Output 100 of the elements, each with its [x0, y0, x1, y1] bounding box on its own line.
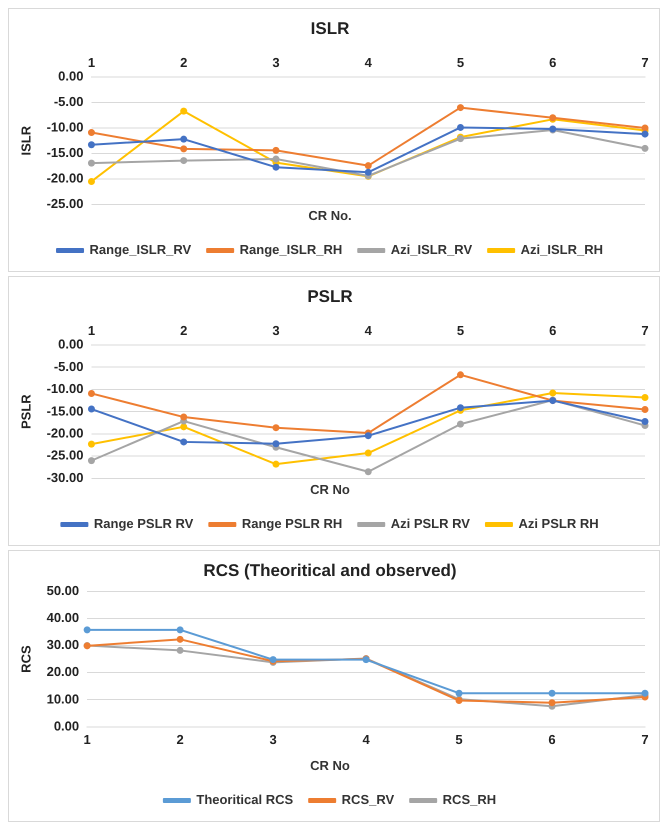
x-tick-label: 2: [180, 322, 188, 338]
y-tick-label: -30.00: [46, 470, 84, 485]
x-tick-label: 4: [364, 322, 373, 338]
point: [642, 124, 648, 132]
point: [180, 145, 188, 152]
x-axis-title: CR No.: [308, 208, 352, 223]
point: [456, 371, 464, 378]
legend-label: Azi_ISLR_RV: [390, 242, 472, 258]
point: [456, 690, 463, 697]
point: [180, 438, 188, 446]
point: [272, 440, 280, 448]
x-tick-label: 2: [176, 732, 184, 748]
x-tick-label: 4: [362, 732, 370, 748]
point: [364, 168, 372, 176]
x-tick-label: 4: [364, 54, 373, 70]
legend-label: Range_ISLR_RH: [240, 242, 342, 258]
x-tick-label: 6: [548, 732, 556, 748]
point: [456, 124, 464, 131]
y-tick-label: -5.00: [54, 94, 84, 110]
point: [84, 626, 91, 634]
legend-label: Theoritical RCS: [196, 792, 294, 808]
point: [548, 690, 556, 697]
point: [642, 418, 648, 425]
legend-label: Range_ISLR_RV: [90, 242, 192, 258]
legend-label: RCS_RH: [442, 792, 496, 808]
point: [642, 130, 648, 138]
y-axis-title: PSLR: [18, 394, 34, 430]
y-tick-label: 0.00: [58, 68, 84, 84]
y-tick-label: 50.00: [46, 582, 80, 598]
point: [456, 420, 464, 428]
y-axis-title: RCS: [18, 645, 34, 673]
y-tick-label: -25.00: [46, 448, 84, 463]
y-tick-label: 40.00: [46, 610, 80, 626]
legend-label: Azi PSLR RV: [390, 516, 470, 532]
point: [88, 178, 95, 185]
chart-title: ISLR: [310, 18, 350, 38]
point: [88, 390, 95, 397]
point: [272, 146, 280, 154]
y-axis-title: ISLR: [18, 125, 34, 156]
x-tick-label: 2: [180, 54, 188, 70]
x-tick-label: 5: [456, 54, 464, 70]
point: [180, 157, 188, 164]
legend-label: Range PSLR RH: [242, 516, 342, 532]
x-tick-label: 6: [549, 322, 556, 338]
point: [642, 406, 648, 413]
y-tick-label: -15.00: [46, 403, 84, 418]
point: [176, 636, 184, 643]
y-tick-label: 0.00: [58, 336, 84, 352]
legend-label: RCS_RV: [342, 792, 394, 808]
x-tick-label: 5: [456, 322, 464, 338]
y-tick-label: -5.00: [54, 358, 84, 374]
chart-title: RCS (Theoritical and observed): [203, 560, 457, 580]
point: [364, 432, 372, 440]
point: [88, 141, 95, 148]
y-tick-label: -15.00: [46, 145, 84, 160]
y-tick-label: 10.00: [46, 691, 80, 706]
x-tick-label: 1: [84, 732, 91, 748]
point: [272, 164, 280, 171]
point: [88, 457, 95, 464]
point: [642, 144, 648, 152]
point: [88, 406, 95, 413]
y-tick-label: -20.00: [46, 170, 84, 186]
point: [642, 394, 648, 401]
point: [272, 460, 280, 468]
x-tick-label: 3: [272, 322, 280, 338]
point: [456, 404, 464, 412]
x-tick-label: 3: [269, 732, 277, 748]
point: [180, 136, 188, 143]
x-tick-label: 5: [455, 732, 463, 748]
point: [176, 626, 184, 634]
x-tick-label: 7: [641, 54, 649, 70]
y-tick-label: -25.00: [46, 196, 84, 211]
legend-label: Azi PSLR RH: [518, 516, 599, 532]
point: [364, 450, 372, 457]
y-tick-label: 0.00: [54, 718, 80, 734]
point: [364, 162, 372, 170]
point: [548, 699, 556, 706]
point: [176, 646, 184, 654]
point: [549, 390, 556, 397]
y-tick-label: -10.00: [46, 120, 84, 135]
y-tick-label: -10.00: [46, 381, 84, 396]
point: [364, 468, 372, 476]
x-axis-title: CR No: [310, 758, 350, 773]
point: [88, 160, 95, 167]
y-tick-label: -20.00: [46, 426, 84, 441]
chart-title: PSLR: [307, 286, 353, 306]
legend-label: Azi_ISLR_RH: [520, 242, 603, 258]
point: [180, 414, 188, 421]
point: [180, 108, 188, 115]
legend-label: Range PSLR RV: [94, 516, 194, 532]
x-tick-label: 6: [549, 54, 556, 70]
point: [88, 440, 95, 448]
x-tick-label: 1: [88, 54, 96, 70]
point: [272, 156, 280, 163]
point: [88, 129, 95, 136]
y-tick-label: 30.00: [46, 637, 80, 652]
point: [456, 104, 464, 112]
x-axis-title: CR No: [310, 482, 350, 497]
y-tick-label: 20.00: [46, 664, 80, 680]
point: [272, 424, 280, 432]
